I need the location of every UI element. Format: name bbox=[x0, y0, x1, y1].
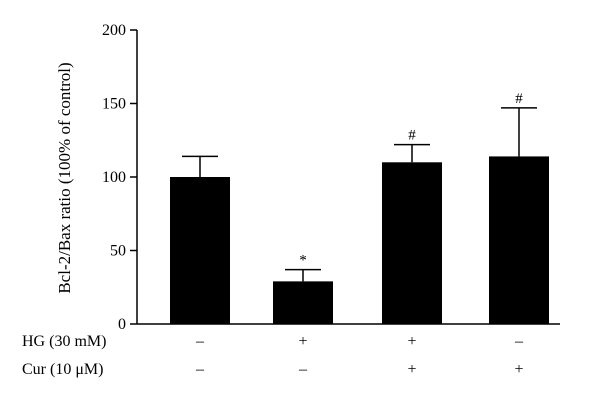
condition-sign: + bbox=[407, 333, 416, 350]
bars: * # # bbox=[170, 91, 549, 324]
y-axis-label: Bcl-2/Bax ratio (100% of control) bbox=[55, 62, 74, 293]
condition-sign: + bbox=[407, 361, 416, 378]
condition-sign: – bbox=[298, 361, 308, 378]
significance-marker: * bbox=[299, 253, 307, 269]
y-tick-label: 0 bbox=[118, 316, 126, 333]
bar bbox=[273, 281, 333, 324]
y-tick-label: 100 bbox=[102, 169, 126, 186]
condition-sign: – bbox=[195, 361, 205, 378]
condition-sign: – bbox=[514, 333, 524, 350]
significance-marker: # bbox=[408, 128, 416, 144]
condition-sign: + bbox=[514, 361, 523, 378]
bar bbox=[170, 177, 230, 324]
y-tick-label: 50 bbox=[110, 243, 126, 260]
condition-sign: + bbox=[298, 333, 307, 350]
bar bbox=[382, 162, 442, 324]
condition-sign: – bbox=[195, 333, 205, 350]
labels: HG (30 mM) – + + – Cur (10 μM) – – + + bbox=[22, 333, 524, 378]
y-tick-label: 200 bbox=[102, 22, 126, 39]
condition-label: Cur (10 μM) bbox=[22, 361, 103, 378]
significance-marker: # bbox=[515, 91, 523, 107]
y-tick-label: 150 bbox=[102, 96, 126, 113]
bar bbox=[489, 156, 549, 324]
condition-label: HG (30 mM) bbox=[22, 333, 106, 350]
